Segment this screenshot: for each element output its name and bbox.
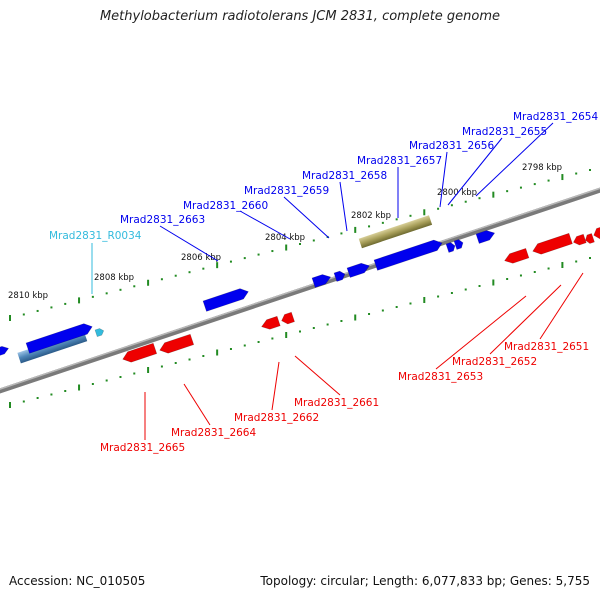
- locus-leader-line: [475, 122, 554, 197]
- forward-gene-arrow[interactable]: [202, 286, 250, 312]
- locus-tag-label[interactable]: Mrad2831_2665: [100, 442, 185, 454]
- forward-gene-arrow[interactable]: [445, 241, 456, 253]
- locus-tag-label[interactable]: Mrad2831_2652: [452, 356, 537, 368]
- locus-tag-label[interactable]: Mrad2831_2662: [234, 412, 319, 424]
- locus-tag-label[interactable]: Mrad2831_2664: [171, 427, 256, 439]
- kbp-ticks-lower: [9, 257, 591, 408]
- forward-gene-arrow[interactable]: [311, 272, 332, 288]
- kbp-label: 2808 kbp: [94, 273, 134, 283]
- locus-tag-label[interactable]: Mrad2831_R0034: [49, 230, 142, 242]
- locus-leader-line: [239, 210, 291, 240]
- rna-gene-arrow[interactable]: [94, 327, 105, 338]
- reverse-gene-arrow[interactable]: [260, 315, 281, 331]
- olive-feature-bar[interactable]: [358, 215, 433, 249]
- locus-tag-label[interactable]: Mrad2831_2655: [462, 126, 547, 138]
- kbp-label: 2806 kbp: [181, 253, 221, 263]
- locus-leader-line: [283, 196, 330, 239]
- kbp-label: 2802 kbp: [351, 211, 391, 221]
- locus-leader-line: [439, 151, 448, 208]
- locus-leader-line: [339, 181, 348, 232]
- locus-tag-label[interactable]: Mrad2831_2661: [294, 397, 379, 409]
- forward-gene-arrow[interactable]: [25, 321, 94, 354]
- locus-tag-label[interactable]: Mrad2831_2663: [120, 214, 205, 226]
- reverse-gene-arrow[interactable]: [531, 232, 573, 256]
- genome-title: Methylobacterium radiotolerans JCM 2831,…: [99, 9, 501, 24]
- locus-tag-label[interactable]: Mrad2831_2651: [504, 341, 589, 353]
- locus-leader-line: [447, 137, 503, 206]
- reverse-gene-arrow[interactable]: [584, 233, 595, 244]
- locus-tag-label[interactable]: Mrad2831_2656: [409, 140, 494, 152]
- forward-gene-arrow[interactable]: [475, 228, 496, 244]
- locus-leader-line: [489, 284, 562, 355]
- reverse-gene-arrow[interactable]: [503, 248, 530, 265]
- forward-gene-arrow[interactable]: [333, 270, 346, 282]
- forward-gene-arrow[interactable]: [0, 345, 10, 357]
- reverse-gene-arrow[interactable]: [121, 342, 158, 364]
- kbp-label: 2798 kbp: [522, 163, 562, 173]
- locus-leader-line: [294, 355, 341, 396]
- locus-leader-line: [271, 361, 280, 411]
- locus-tag-label[interactable]: Mrad2831_2654: [513, 111, 598, 123]
- reverse-gene-arrow[interactable]: [592, 225, 600, 240]
- accession-label: Accession: NC_010505: [9, 574, 146, 588]
- reverse-gene-arrow[interactable]: [158, 333, 195, 355]
- locus-leader-line: [539, 272, 584, 340]
- locus-tag-label[interactable]: Mrad2831_2657: [357, 155, 442, 167]
- locus-tag-label[interactable]: Mrad2831_2658: [302, 170, 387, 182]
- locus-tag-label[interactable]: Mrad2831_2659: [244, 185, 329, 197]
- kbp-label: 2804 kbp: [265, 233, 305, 243]
- kbp-ticks-upper: [9, 169, 591, 321]
- forward-gene-arrow[interactable]: [373, 238, 444, 271]
- genome-backbone: [0, 142, 600, 439]
- reverse-gene-arrow[interactable]: [572, 233, 587, 246]
- reverse-gene-arrow[interactable]: [280, 311, 295, 325]
- locus-leader-line: [183, 383, 211, 426]
- locus-leader-line: [435, 295, 527, 370]
- forward-gene-arrow[interactable]: [346, 261, 371, 278]
- forward-gene-arrow[interactable]: [453, 238, 464, 250]
- topology-summary: Topology: circular; Length: 6,077,833 bp…: [260, 574, 590, 588]
- kbp-label: 2810 kbp: [8, 291, 48, 301]
- locus-tag-label[interactable]: Mrad2831_2653: [398, 371, 483, 383]
- locus-tag-label[interactable]: Mrad2831_2660: [183, 200, 268, 212]
- locus-leader-line: [159, 225, 219, 262]
